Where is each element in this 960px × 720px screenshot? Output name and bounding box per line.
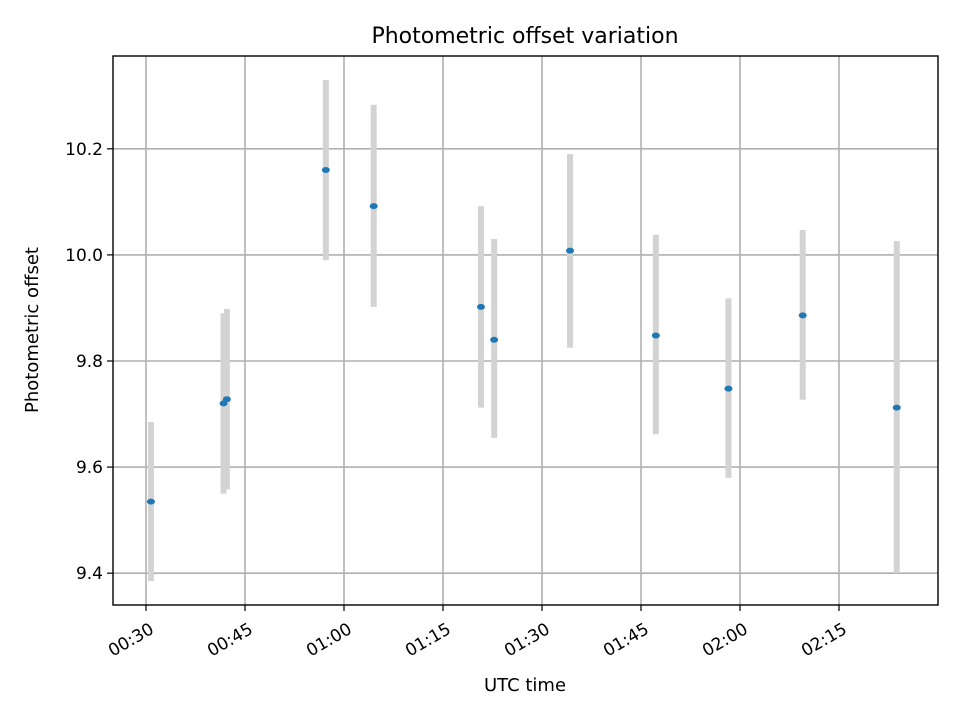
y-axis-label: Photometric offset bbox=[22, 247, 43, 413]
data-points bbox=[146, 167, 901, 505]
data-point bbox=[490, 336, 499, 343]
data-point bbox=[651, 332, 660, 339]
data-point bbox=[798, 312, 807, 319]
data-point bbox=[146, 498, 155, 505]
x-axis-label: UTC time bbox=[484, 675, 566, 696]
y-tick-label: 10.2 bbox=[65, 140, 103, 160]
data-point bbox=[369, 203, 378, 210]
data-point bbox=[724, 385, 733, 392]
y-tick-label: 9.4 bbox=[76, 564, 103, 584]
chart-title: Photometric offset variation bbox=[371, 24, 678, 49]
plot-frame bbox=[112, 55, 939, 606]
y-tick-label: 10.0 bbox=[65, 246, 103, 266]
data-point bbox=[321, 167, 330, 174]
y-tick-label: 9.8 bbox=[76, 352, 103, 372]
data-point bbox=[222, 396, 231, 403]
data-point bbox=[476, 303, 485, 310]
y-tick-label: 9.6 bbox=[76, 458, 103, 478]
data-point bbox=[566, 247, 575, 254]
data-point bbox=[892, 404, 901, 411]
